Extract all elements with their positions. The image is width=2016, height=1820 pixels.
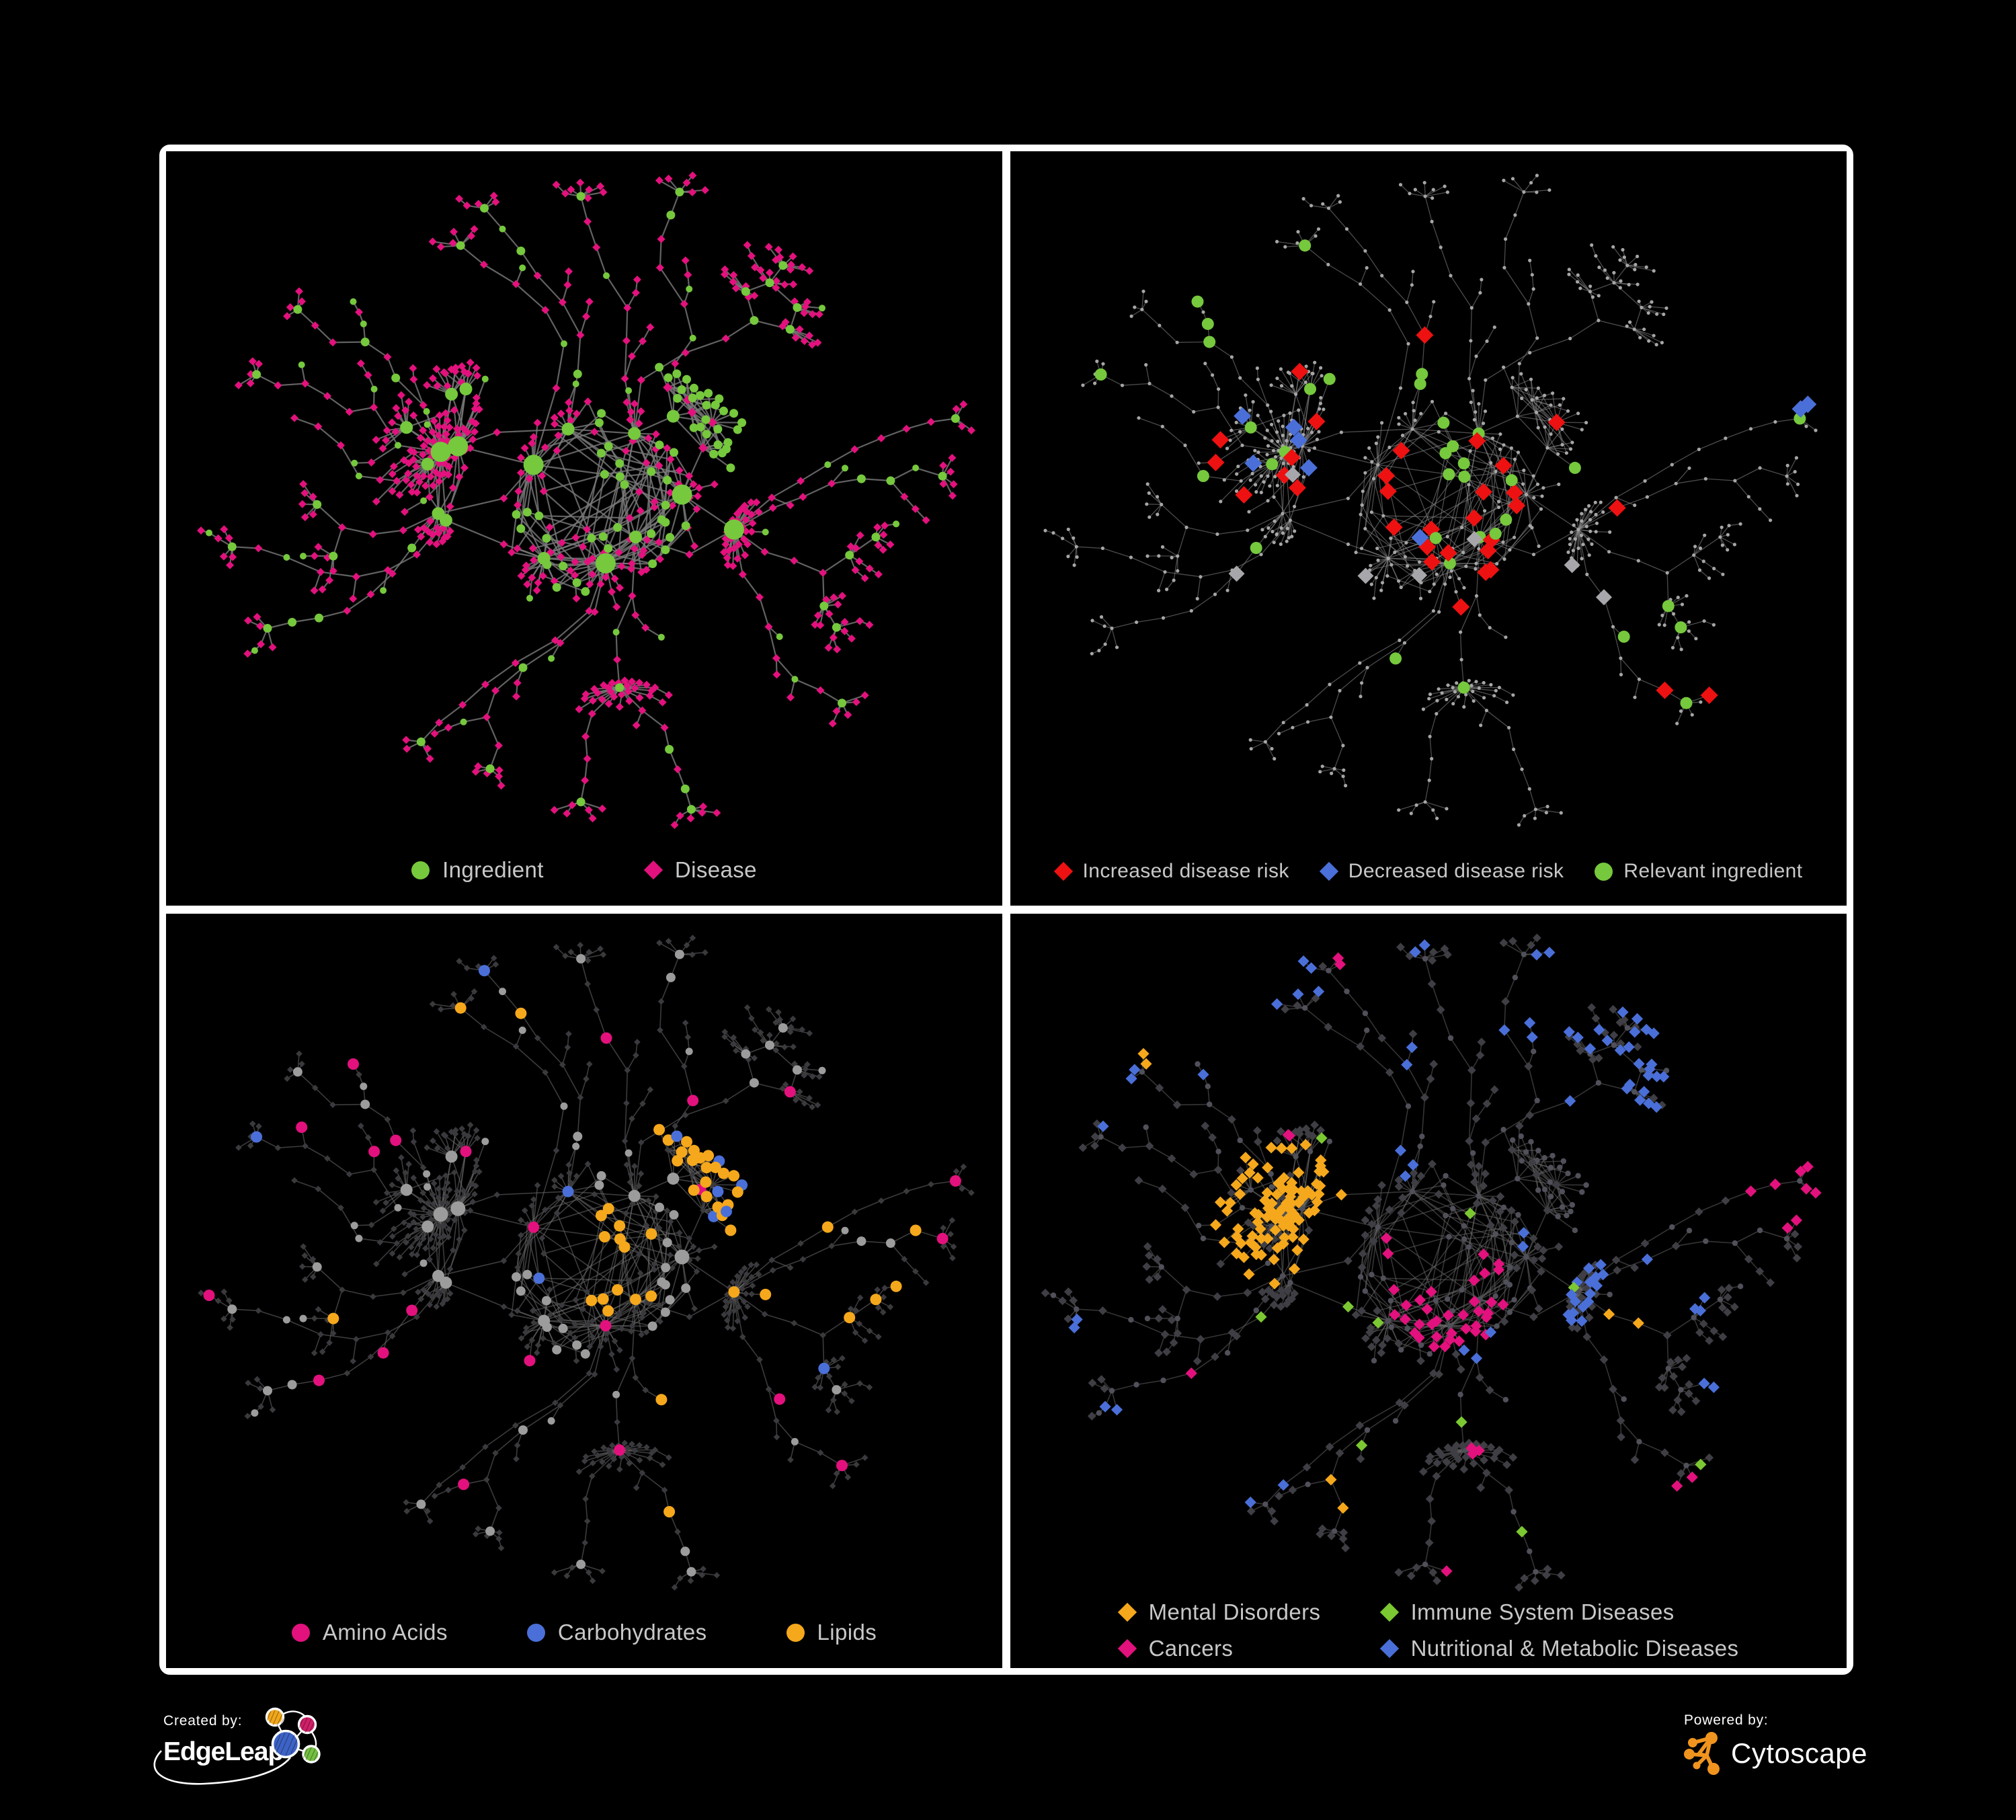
legend-swatch-diamond-icon: [1379, 1638, 1399, 1659]
legend-item: Carbohydrates: [526, 1620, 707, 1645]
legend-item: Cancers: [1117, 1636, 1381, 1661]
cytoscape-wordmark: Cytoscape: [1731, 1737, 1867, 1769]
legend-item: Mental Disorders: [1117, 1599, 1381, 1625]
legend-item: Amino Acids: [291, 1620, 448, 1645]
legend-item: Disease: [643, 857, 757, 883]
legend-swatch-circle-icon: [786, 1623, 805, 1642]
legend-disease-risk: Increased disease risk Decreased disease …: [1010, 860, 1847, 883]
legend-item: Relevant ingredient: [1595, 860, 1802, 883]
legend-swatch-diamond-icon: [1053, 861, 1073, 881]
legend-item: Nutritional & Metabolic Diseases: [1379, 1636, 1739, 1661]
edgeleap-wordmark: EdgeLeap: [163, 1737, 284, 1766]
panel-disease-risk: Increased disease risk Decreased disease …: [1010, 151, 1847, 906]
legend-nutrient-classes: Amino Acids Carbohydrates Lipids: [166, 1620, 1002, 1645]
powered-by-block: Powered by:: [1684, 1712, 1867, 1776]
legend-item: Decreased disease risk: [1319, 860, 1564, 883]
legend-label: Lipids: [817, 1620, 877, 1645]
cytoscape-brand-row: Cytoscape: [1684, 1731, 1867, 1776]
panel-nutrient-classes: Amino Acids Carbohydrates Lipids: [166, 914, 1002, 1668]
network-graph-nutrient-classes: [198, 935, 975, 1591]
legend-label: Immune System Diseases: [1410, 1599, 1675, 1624]
legend-label: Nutritional & Metabolic Diseases: [1410, 1636, 1739, 1661]
infographic-frame: Ingredient Disease Increased disease risk…: [159, 145, 1853, 1675]
legend-label: Disease: [674, 857, 757, 882]
legend-label: Carbohydrates: [557, 1620, 707, 1645]
network-graph-ingredient-disease: [197, 171, 975, 829]
legend-swatch-circle-icon: [526, 1623, 545, 1642]
legend-swatch-diamond-icon: [643, 860, 663, 880]
powered-by-label: Powered by:: [1684, 1712, 1769, 1728]
legend-swatch-diamond-icon: [1379, 1602, 1399, 1622]
panel-ingredient-disease: Ingredient Disease: [166, 151, 1002, 906]
legend-swatch-circle-icon: [1595, 862, 1613, 881]
legend-label: Relevant ingredient: [1623, 860, 1803, 882]
legend-swatch-diamond-icon: [1117, 1638, 1137, 1659]
legend-label: Amino Acids: [322, 1620, 448, 1645]
panel-grid: Ingredient Disease Increased disease risk…: [166, 151, 1847, 1668]
legend-swatch-diamond-icon: [1319, 861, 1338, 881]
panel-disease-classes: Mental Disorders Immune System Diseases Ca…: [1010, 914, 1847, 1668]
legend-item: Ingredient: [411, 857, 544, 883]
network-graph-disease-classes: [1041, 933, 1822, 1592]
legend-label: Ingredient: [442, 857, 544, 882]
legend-swatch-diamond-icon: [1117, 1602, 1137, 1622]
cytoscape-logo-icon: [1684, 1732, 1720, 1775]
legend-label: Decreased disease risk: [1348, 860, 1564, 882]
legend-swatch-circle-icon: [411, 861, 430, 879]
created-by-label: Created by:: [163, 1713, 243, 1729]
legend-ingredient-disease: Ingredient Disease: [166, 857, 1002, 883]
footer: Created by: EdgeLeap Powered by:: [0, 1675, 2016, 1820]
legend-disease-classes: Mental Disorders Immune System Diseases Ca…: [1010, 1599, 1847, 1661]
legend-label: Mental Disorders: [1148, 1599, 1321, 1624]
legend-item: Lipids: [786, 1620, 877, 1645]
legend-label: Increased disease risk: [1082, 860, 1289, 882]
legend-item: Immune System Diseases: [1379, 1599, 1739, 1625]
network-graph-disease-risk: [1043, 173, 1818, 827]
legend-item: Increased disease risk: [1053, 860, 1289, 883]
legend-label: Cancers: [1148, 1636, 1234, 1661]
created-by-block: Created by: EdgeLeap: [153, 1707, 321, 1785]
legend-swatch-circle-icon: [291, 1623, 310, 1642]
